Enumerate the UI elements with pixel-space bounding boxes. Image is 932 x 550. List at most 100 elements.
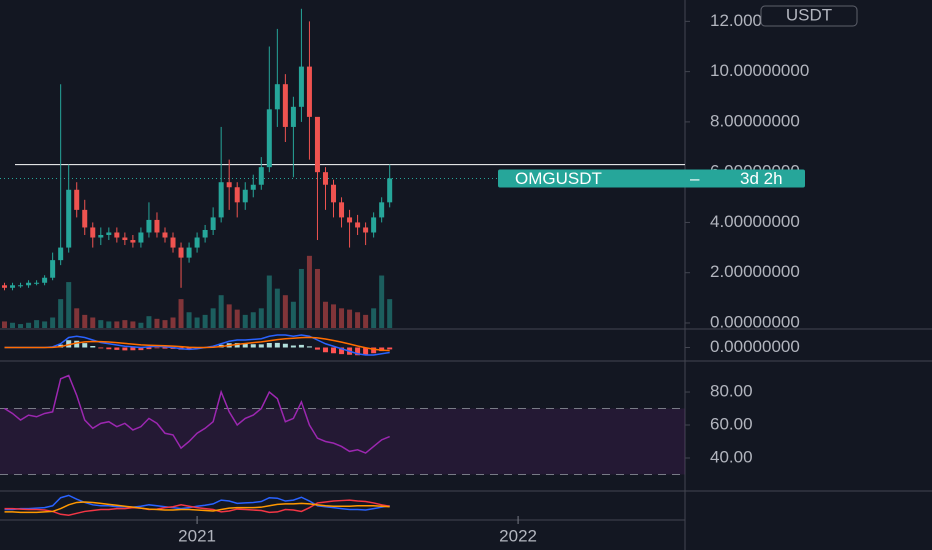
candle-body (74, 189, 80, 210)
volume-bar (162, 320, 168, 328)
candle-body (170, 237, 176, 248)
volume-bar (387, 299, 393, 328)
symbol-label: OMGUSDT (515, 169, 602, 188)
candle-body (154, 219, 160, 233)
candle-body (331, 184, 337, 203)
volume-bar (154, 318, 160, 328)
volume-bar (10, 322, 16, 328)
macd-histogram (234, 343, 240, 348)
volume-bar (274, 288, 280, 328)
volume-bar (363, 314, 369, 328)
volume-bar (306, 255, 312, 328)
volume-bar (314, 268, 320, 328)
volume-bar (122, 320, 128, 328)
candle-body (371, 217, 377, 233)
candle-body (363, 227, 369, 233)
macd-histogram (162, 347, 168, 349)
volume-bar (242, 314, 248, 328)
candle-body (90, 227, 96, 238)
macd-histogram (90, 346, 96, 348)
volume-bar (106, 321, 112, 328)
rsi-band (0, 408, 685, 475)
candle-body (322, 172, 328, 185)
volume-bar (34, 320, 40, 328)
volume-bar (202, 314, 208, 328)
candle-body (258, 167, 264, 185)
volume-bar (218, 295, 224, 328)
candle-body (138, 232, 144, 243)
candle-body (10, 285, 16, 288)
y-tick-label: 10.00000000 (710, 61, 809, 80)
candle-body (242, 189, 248, 203)
candle-body (347, 217, 353, 223)
macd-histogram (298, 344, 304, 348)
macd-histogram (250, 344, 256, 348)
candle-body (234, 187, 240, 203)
candle-body (26, 282, 32, 286)
candle-body (114, 232, 120, 238)
currency-label: USDT (786, 5, 832, 24)
volume-bar (322, 301, 328, 328)
volume-bar (42, 321, 48, 328)
volume-bar (74, 308, 80, 328)
dmi-line (4, 499, 390, 516)
macd-histogram (306, 346, 312, 348)
rsi-line (4, 374, 390, 454)
candle-body (202, 229, 208, 238)
macd-histogram (66, 340, 72, 348)
macd-histogram (339, 347, 345, 355)
volume-bar (82, 314, 88, 328)
macd-histogram (242, 344, 248, 348)
candle-body (226, 182, 232, 188)
macd-histogram (371, 347, 377, 354)
volume-bar (114, 321, 120, 328)
macd-histogram (130, 347, 136, 351)
y-tick-label: 80.00 (710, 382, 753, 401)
volume-bar (138, 322, 144, 328)
volume-bar (379, 275, 385, 328)
candle-body (1, 285, 7, 288)
volume-bar (339, 308, 345, 328)
candle-body (122, 237, 128, 241)
volume-bar (266, 275, 272, 328)
candle-body (379, 202, 385, 218)
countdown-label: 3d 2h (740, 169, 783, 188)
candle-body (250, 184, 256, 190)
macd-histogram (138, 347, 144, 351)
candle-body (146, 219, 152, 233)
volume-bar (331, 304, 337, 328)
candle-body (290, 106, 296, 127)
macd-histogram (274, 342, 280, 348)
volume-bar (258, 308, 264, 328)
macd-histogram (290, 345, 296, 348)
volume-bar (98, 320, 104, 328)
candle-body (266, 109, 272, 168)
volume-bar (170, 317, 176, 328)
y-tick-label: 60.00 (710, 414, 753, 433)
candle-body (18, 285, 24, 287)
volume-bar (210, 308, 216, 328)
volume-bar (226, 304, 232, 328)
signal-line (4, 336, 390, 352)
volume-bar (90, 317, 96, 328)
macd-line (4, 334, 390, 356)
volume-bar (146, 316, 152, 328)
macd-histogram (82, 343, 88, 348)
volume-bar (50, 317, 56, 328)
y-tick-label: 40.00 (710, 447, 753, 466)
candle-body (130, 240, 136, 243)
macd-histogram (379, 347, 385, 352)
volume-bar (347, 309, 353, 328)
separator: – (690, 169, 700, 188)
macd-histogram (186, 347, 192, 350)
macd-histogram (98, 347, 104, 349)
candle-body (298, 66, 304, 107)
volume-bar (194, 317, 200, 328)
candle-body (50, 260, 56, 278)
candle-body (178, 247, 184, 258)
macd-histogram (114, 347, 120, 350)
candle-body (42, 277, 48, 283)
currency-badge (760, 5, 858, 27)
